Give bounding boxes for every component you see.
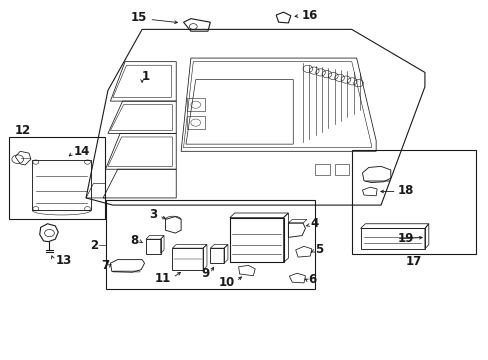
Text: 14: 14 [74, 145, 90, 158]
Text: 10: 10 [218, 276, 234, 289]
Text: 16: 16 [302, 9, 318, 22]
Text: 8: 8 [130, 234, 139, 247]
Bar [9, 137, 104, 220]
Bar [186, 116, 204, 129]
Bar [315, 164, 329, 175]
Text: 15: 15 [130, 12, 147, 24]
Text: 1: 1 [142, 69, 150, 82]
Text: 2: 2 [90, 239, 98, 252]
Text: 19: 19 [397, 231, 414, 244]
Text: 7: 7 [101, 259, 109, 272]
Text: 12: 12 [14, 124, 31, 137]
Bar [334, 164, 348, 175]
Bar [186, 98, 204, 111]
Bar [105, 200, 315, 289]
Text: 3: 3 [149, 208, 158, 221]
Bar [351, 149, 475, 253]
Text: 9: 9 [201, 267, 209, 280]
Text: 17: 17 [405, 255, 421, 268]
Text: 18: 18 [397, 184, 414, 197]
Text: 5: 5 [315, 243, 323, 256]
Text: 13: 13 [55, 254, 71, 267]
Text: 6: 6 [307, 273, 316, 286]
Text: 4: 4 [310, 217, 318, 230]
Text: 11: 11 [155, 272, 171, 285]
